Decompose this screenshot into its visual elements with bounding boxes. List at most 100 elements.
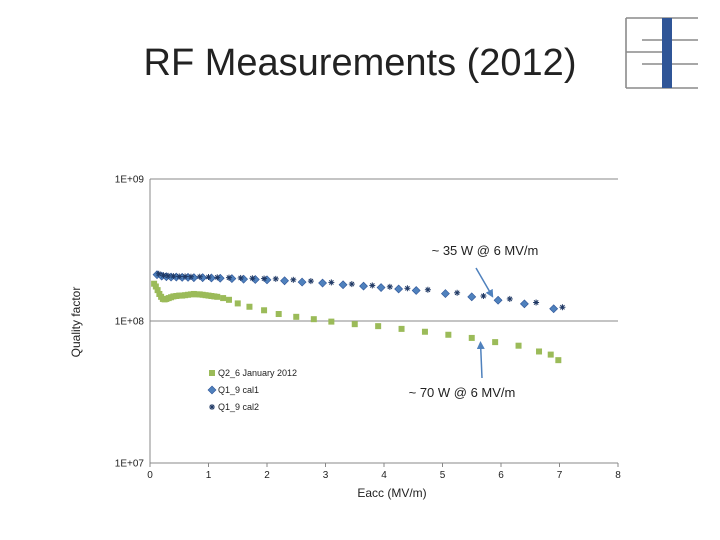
series-2 (155, 270, 566, 311)
axis-layer: 1E+07 1E+08 1E+09 0 1 2 3 4 5 6 7 8 Eacc (MV/m) Quali… (69, 175, 621, 501)
data-point (205, 274, 212, 281)
x-tick-label: 2 (264, 470, 270, 481)
y-tick-label: 1E+09 (115, 175, 145, 186)
data-point (160, 272, 167, 279)
data-point (493, 295, 503, 305)
legend-label: Q2_6 January 2012 (218, 368, 297, 378)
data-point (152, 283, 159, 290)
data-point (386, 283, 393, 290)
data-point (394, 284, 404, 294)
legend-marker (209, 370, 215, 376)
data-point (307, 278, 314, 285)
data-point (280, 276, 289, 286)
data-point (170, 273, 177, 280)
data-point (290, 276, 297, 283)
data-point (328, 318, 335, 325)
data-point (318, 278, 327, 288)
data-point (398, 325, 405, 332)
x-tick-label: 3 (323, 470, 329, 481)
data-point (468, 334, 475, 341)
data-point (155, 270, 162, 277)
series-1 (152, 270, 559, 314)
x-tick-label: 1 (206, 470, 212, 481)
data-point (249, 275, 256, 282)
data-point (196, 273, 203, 280)
y-tick-label: 1E+08 (115, 317, 145, 328)
data-point (310, 316, 317, 323)
x-tick-label: 5 (440, 470, 446, 481)
data-point (411, 286, 421, 295)
institute-logo (625, 17, 698, 89)
x-tick-label: 8 (615, 470, 621, 481)
data-point (404, 285, 411, 292)
legend-label: Q1_9 cal1 (218, 385, 259, 395)
data-point (467, 292, 477, 302)
legend-marker (209, 404, 215, 410)
data-point (519, 299, 529, 309)
data-point (492, 339, 499, 346)
annotation-layer: ~ 35 W @ 6 MV/m ~ 70 W @ 6 MV/m (409, 243, 539, 400)
data-point (225, 274, 232, 281)
data-point (176, 273, 183, 280)
data-point (536, 348, 543, 355)
data-point (154, 287, 161, 294)
data-point (234, 300, 241, 307)
data-point (328, 279, 335, 286)
series-0 (151, 280, 562, 364)
marks-layer (151, 270, 566, 364)
data-point (369, 282, 376, 289)
data-point (351, 321, 358, 328)
data-point (421, 328, 428, 335)
data-point (275, 311, 282, 318)
data-point (424, 286, 431, 293)
y-axis-label: Quality factor (69, 287, 83, 358)
data-point (261, 307, 268, 314)
legend-marker (207, 385, 217, 395)
logo-bar (662, 18, 672, 88)
x-axis-label: Eacc (MV/m) (357, 486, 426, 500)
data-point (297, 277, 307, 287)
data-point (559, 304, 566, 311)
annotation-text: ~ 70 W @ 6 MV/m (409, 385, 516, 400)
data-point (237, 274, 244, 281)
data-point (515, 342, 522, 349)
x-tick-label: 7 (557, 470, 563, 481)
data-point (547, 351, 554, 358)
data-point (225, 296, 232, 303)
data-point (533, 299, 540, 306)
data-point (549, 304, 559, 314)
x-tick-label: 6 (498, 470, 504, 481)
x-tick-label: 4 (381, 470, 387, 481)
annotation-arrow (475, 267, 494, 298)
data-point (375, 323, 382, 330)
data-point (480, 292, 487, 299)
data-point (348, 281, 355, 288)
data-point (293, 313, 300, 320)
grid-layer (150, 178, 618, 464)
data-point (454, 289, 461, 296)
annotation-arrow (476, 340, 485, 379)
data-point (441, 289, 450, 299)
data-point (445, 331, 452, 338)
legend-layer: Q2_6 January 2012 Q1_9 cal1 Q1_9 cal2 (207, 368, 297, 412)
data-point (220, 295, 227, 302)
annotation-text: ~ 35 W @ 6 MV/m (432, 243, 539, 258)
y-tick-label: 1E+07 (115, 459, 145, 470)
data-point (338, 280, 348, 290)
slide-title: RF Measurements (2012) (143, 42, 577, 84)
data-point (261, 275, 268, 282)
data-point (182, 273, 189, 280)
data-point (165, 272, 172, 279)
data-point (246, 303, 253, 310)
data-point (506, 295, 513, 302)
data-point (214, 274, 221, 281)
data-point (376, 283, 386, 292)
data-point (214, 293, 221, 300)
legend-label: Q1_9 cal2 (218, 402, 259, 412)
data-point (359, 281, 368, 291)
data-point (187, 273, 194, 280)
data-point (555, 357, 562, 364)
data-point (272, 275, 279, 282)
x-tick-label: 0 (147, 470, 153, 481)
